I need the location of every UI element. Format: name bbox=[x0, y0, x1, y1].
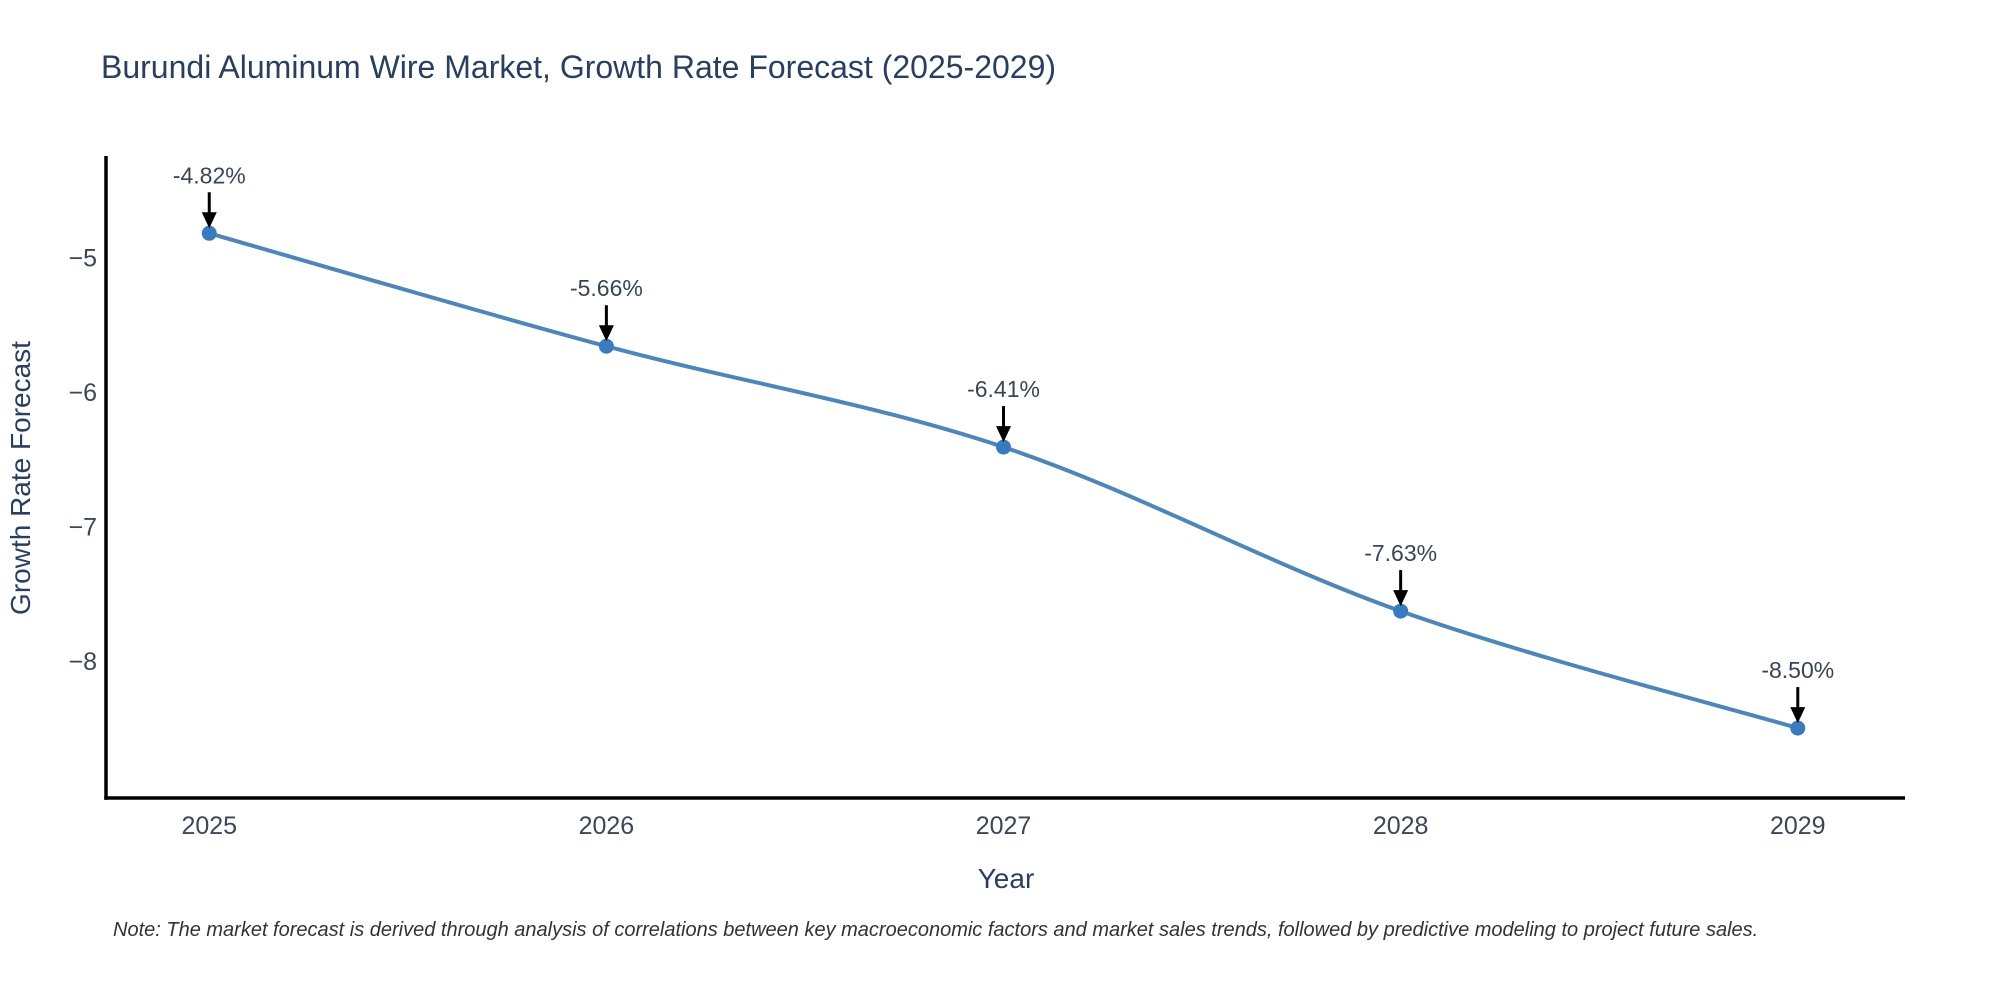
data-point-marker bbox=[201, 225, 217, 241]
annotation-arrowhead bbox=[996, 426, 1012, 443]
point-annotation-label: -8.50% bbox=[1761, 657, 1834, 683]
x-axis-title: Year bbox=[978, 863, 1035, 894]
point-annotation-label: -5.66% bbox=[570, 275, 643, 301]
annotation-arrowhead bbox=[201, 212, 217, 229]
point-annotation-label: -4.82% bbox=[173, 162, 246, 188]
x-tick-label: 2028 bbox=[1373, 812, 1429, 840]
annotation-arrowhead bbox=[598, 325, 614, 342]
chart-title: Burundi Aluminum Wire Market, Growth Rat… bbox=[101, 49, 1056, 85]
point-annotation-label: -7.63% bbox=[1364, 540, 1437, 566]
x-tick-label: 2026 bbox=[579, 812, 635, 840]
y-tick-label: −8 bbox=[68, 648, 97, 676]
x-tick-label: 2025 bbox=[181, 812, 237, 840]
annotation-arrowhead bbox=[1393, 590, 1409, 607]
point-annotation-label: -6.41% bbox=[967, 376, 1040, 402]
footnote: Note: The market forecast is derived thr… bbox=[113, 919, 1759, 941]
series-line bbox=[207, 231, 1800, 731]
y-tick-label: −6 bbox=[68, 379, 97, 407]
annotation-arrowhead bbox=[1790, 707, 1806, 724]
x-tick-label: 2027 bbox=[976, 812, 1032, 840]
data-point-marker bbox=[1790, 720, 1806, 736]
series-layer bbox=[201, 225, 1806, 736]
data-point-marker bbox=[1393, 603, 1409, 619]
y-tick-label: −7 bbox=[68, 513, 97, 541]
annotation-layer: -4.82% -5.66% -6.41% -7.63% -8.50% bbox=[173, 162, 1834, 724]
x-tick-label: 2029 bbox=[1770, 812, 1826, 840]
axes-layer: −5 −6 −7 −8 2025 2026 2027 2028 2029 bbox=[68, 156, 1905, 840]
y-axis-title: Growth Rate Forecast bbox=[5, 341, 36, 615]
data-point-marker bbox=[598, 338, 614, 354]
y-tick-label: −5 bbox=[68, 244, 97, 272]
data-point-marker bbox=[996, 439, 1012, 455]
